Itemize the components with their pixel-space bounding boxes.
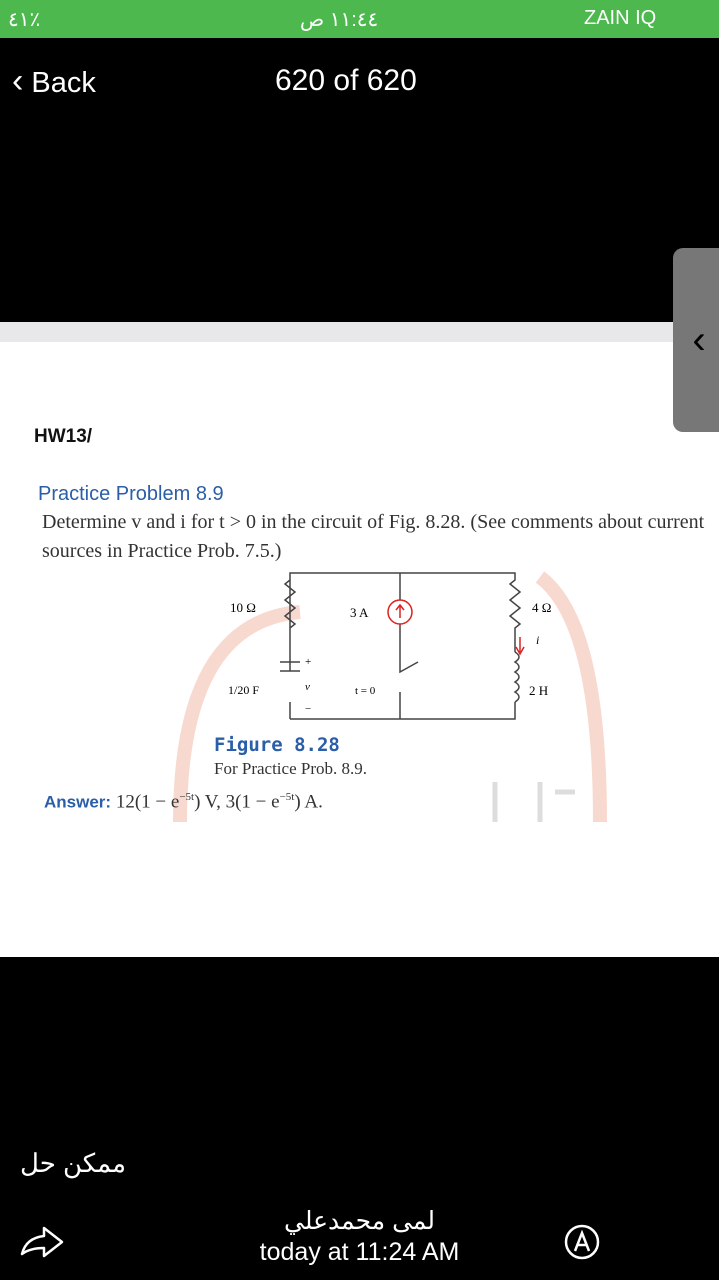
r2-label: 4 Ω (532, 600, 551, 615)
markup-icon[interactable] (564, 1224, 600, 1260)
back-label[interactable]: Back (31, 67, 96, 99)
answer-text: 12(1 − e (115, 791, 180, 813)
share-button[interactable] (18, 1222, 68, 1262)
answer-text: ) V, 3(1 − e (194, 791, 280, 813)
capacitor-label: 1/20 F (228, 683, 259, 697)
answer-text: ) A. (294, 791, 323, 813)
inductor-label: 2 H (529, 683, 548, 698)
plus: + (305, 656, 311, 668)
exponent: −5t (179, 791, 195, 803)
image: HW13/ Practice Problem 8.9 Determine v a… (0, 322, 719, 957)
image-strip (0, 322, 719, 342)
minus: − (305, 703, 311, 715)
figure-caption: For Practice Prob. 8.9. (214, 759, 367, 778)
side-tab[interactable]: ‹ (673, 248, 719, 432)
answer: Answer: 12(1 − e−5t) V, 3(1 − e−5t) A. (44, 791, 323, 813)
timestamp: today at 11:24 AM (259, 1238, 460, 1266)
source-label: 3 A (350, 605, 369, 620)
header-title: 620 of 620 (275, 64, 417, 97)
caption: ممكن حل (20, 1148, 127, 1178)
switch-label: t = 0 (355, 685, 376, 697)
decor (492, 782, 575, 822)
answer-label: Answer: (44, 792, 112, 812)
share-icon[interactable] (20, 1226, 64, 1258)
back-button[interactable]: ‹ Back (12, 62, 96, 100)
current-label: i (536, 633, 539, 647)
decor (173, 571, 607, 823)
r1-label: 10 Ω (230, 600, 256, 615)
figure-label: Figure 8.28 (214, 734, 340, 756)
status-bar: ٤١٪ ١١:٤٤ ص ZAIN IQ (0, 0, 719, 38)
carrier: ZAIN IQ (584, 7, 657, 29)
sender: لمى محمدعلي (284, 1207, 435, 1235)
clock: ١١:٤٤ ص (300, 9, 379, 31)
wires (280, 572, 525, 720)
problem-text: Determine v and i for t > 0 in the circu… (42, 511, 705, 562)
problem-title: Practice Problem 8.9 (38, 483, 224, 505)
markup-icon[interactable] (573, 1229, 591, 1252)
markup-button[interactable] (562, 1222, 602, 1262)
exponent: −5t (279, 791, 295, 803)
voltage-label: v (305, 681, 310, 693)
heading: HW13/ (34, 426, 93, 447)
battery: ٤١٪ (8, 9, 41, 31)
circuit: 10 Ω 3 A 4 Ω i 1/20 F + v − t = 0 2 H (173, 571, 607, 823)
